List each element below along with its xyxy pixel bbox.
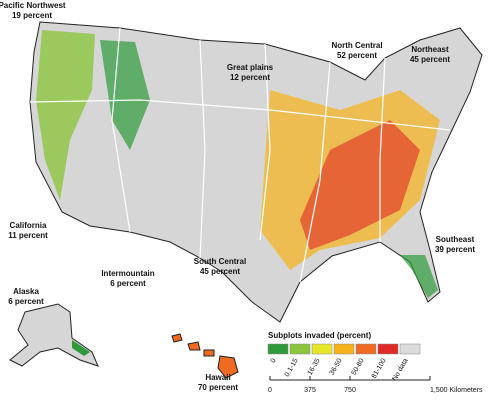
- region-name: North Central: [331, 41, 382, 50]
- hawaii-island: [217, 355, 239, 379]
- scale-ticks: 0 375 750 1,500 Kilometers: [268, 376, 483, 394]
- region-name: Southeast: [436, 235, 475, 244]
- region-name: Great plains: [227, 63, 274, 72]
- region-value: 52 percent: [337, 51, 377, 60]
- hawaii-island: [187, 341, 201, 351]
- region-value: 6 percent: [110, 279, 146, 288]
- region-name: Intermountain: [101, 269, 154, 278]
- legend-swatch: [377, 343, 399, 355]
- legend-swatch: [355, 343, 377, 355]
- legend: Subplots invaded (percent) 0 0.1-15 16-35 3…: [267, 331, 421, 382]
- legend-swatch: [311, 343, 333, 355]
- legend-title: Subplots invaded (percent): [268, 331, 371, 340]
- state-lines: [29, 27, 451, 283]
- scale-label: 1,500 Kilometers: [430, 387, 483, 394]
- region-value: 45 percent: [200, 267, 240, 276]
- hawaii-island: [171, 333, 183, 343]
- hawaii-island: [203, 349, 215, 357]
- legend-label: No data: [391, 357, 409, 382]
- hawaii: [171, 333, 239, 379]
- scale-label: 375: [304, 387, 316, 394]
- legend-label: 36-50: [329, 357, 344, 376]
- legend-label: 16-35: [307, 357, 322, 376]
- legend-swatch: [399, 343, 421, 355]
- east-patch: [300, 120, 420, 250]
- legend-swatch: [333, 343, 355, 355]
- region-value: 39 percent: [435, 245, 475, 254]
- legend-label: 50-80: [351, 357, 366, 376]
- region-value: 19 percent: [12, 11, 52, 20]
- region-name: Northeast: [411, 45, 449, 54]
- region-value: 11 percent: [8, 231, 48, 240]
- us-map: [9, 21, 483, 379]
- alaska-patch: [72, 340, 90, 356]
- legend-swatch: [267, 343, 289, 355]
- region-value: 45 percent: [410, 55, 450, 64]
- legend-label: 0.1-15: [284, 357, 300, 378]
- region-name: South Central: [194, 257, 246, 266]
- fl-patch: [400, 255, 438, 298]
- west-patch: [100, 40, 150, 150]
- scale-bar: 0 375 750 1,500 Kilometers: [268, 376, 483, 394]
- region-name: Hawaii: [205, 373, 230, 382]
- scale-label: 0: [268, 387, 272, 394]
- legend-label: 0: [270, 357, 278, 364]
- legend-label: 81-100: [371, 357, 388, 379]
- region-name: Pacific Northwest: [0, 1, 66, 10]
- legend-items: 0 0.1-15 16-35 36-50 50-80 81-100 No data: [267, 343, 421, 382]
- region-value: 6 percent: [8, 297, 44, 306]
- region-value: 12 percent: [230, 73, 270, 82]
- region-value: 70 percent: [198, 383, 238, 392]
- region-name: California: [10, 221, 47, 230]
- scale-label: 750: [344, 387, 356, 394]
- west-patch: [36, 30, 95, 200]
- region-name: Alaska: [13, 287, 39, 296]
- alaska: [9, 303, 99, 367]
- legend-swatch: [289, 343, 311, 355]
